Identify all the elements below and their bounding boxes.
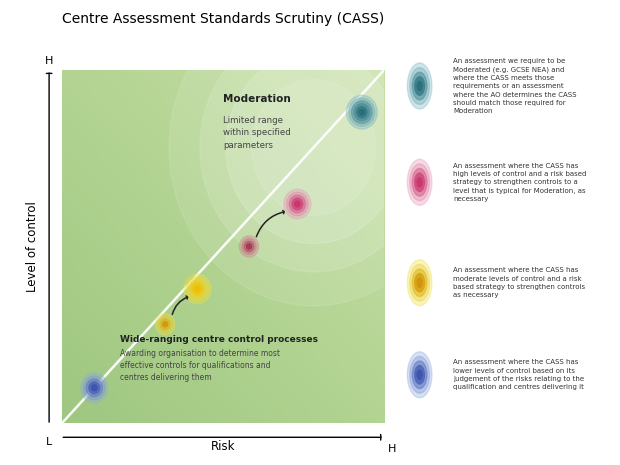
Text: Level of control: Level of control: [27, 201, 40, 292]
Text: An assessment where the CASS has
lower levels of control based on its
judgement : An assessment where the CASS has lower l…: [453, 359, 584, 390]
Text: An assessment we require to be
Moderated (e.g. GCSE NEA) and
where the CASS meet: An assessment we require to be Moderated…: [453, 58, 577, 114]
Circle shape: [412, 269, 427, 297]
Circle shape: [347, 95, 378, 129]
Circle shape: [417, 178, 422, 187]
Circle shape: [415, 365, 425, 384]
Circle shape: [349, 98, 374, 126]
Circle shape: [184, 274, 211, 304]
Text: Centre Assessment Standards Scrutiny (CASS): Centre Assessment Standards Scrutiny (CA…: [62, 12, 384, 26]
Circle shape: [86, 379, 102, 397]
Circle shape: [407, 63, 432, 109]
Circle shape: [417, 370, 422, 379]
Circle shape: [189, 280, 206, 298]
Circle shape: [162, 322, 167, 327]
Circle shape: [200, 23, 427, 272]
Circle shape: [156, 313, 175, 335]
Circle shape: [242, 239, 256, 254]
Circle shape: [169, 0, 458, 306]
Circle shape: [226, 51, 401, 244]
Circle shape: [412, 72, 427, 100]
Circle shape: [294, 201, 300, 207]
Circle shape: [289, 195, 306, 213]
Circle shape: [192, 283, 203, 295]
Circle shape: [410, 67, 430, 105]
Circle shape: [410, 164, 430, 201]
Text: Awarding organisation to determine most
effective controls for qualifications an: Awarding organisation to determine most …: [120, 349, 280, 382]
Circle shape: [352, 101, 372, 124]
Text: Limited range
within specified
parameters: Limited range within specified parameter…: [223, 116, 291, 150]
Circle shape: [415, 173, 425, 192]
Circle shape: [407, 259, 432, 306]
Circle shape: [417, 81, 422, 91]
Circle shape: [415, 273, 425, 292]
Circle shape: [359, 109, 365, 115]
Circle shape: [187, 277, 208, 301]
Circle shape: [410, 356, 430, 393]
Circle shape: [417, 278, 422, 287]
X-axis label: Risk: Risk: [211, 440, 236, 453]
Circle shape: [158, 316, 172, 332]
Text: H: H: [388, 445, 396, 454]
Circle shape: [195, 286, 200, 292]
Circle shape: [354, 104, 370, 120]
Circle shape: [356, 106, 367, 118]
Circle shape: [84, 376, 105, 400]
Text: Moderation: Moderation: [223, 94, 291, 105]
Circle shape: [412, 361, 427, 389]
Circle shape: [412, 168, 427, 196]
Text: H: H: [45, 56, 53, 66]
Text: An assessment where the CASS has
moderate levels of control and a risk
based str: An assessment where the CASS has moderat…: [453, 267, 585, 298]
Text: L: L: [46, 437, 52, 447]
Circle shape: [247, 244, 252, 249]
Text: An assessment where the CASS has
high levels of control and a risk based
strateg: An assessment where the CASS has high le…: [453, 163, 587, 202]
Circle shape: [239, 236, 259, 257]
Circle shape: [292, 198, 303, 210]
Circle shape: [81, 373, 108, 403]
Text: Wide-ranging centre control processes: Wide-ranging centre control processes: [120, 335, 318, 344]
Circle shape: [161, 319, 170, 330]
Circle shape: [89, 382, 100, 394]
Circle shape: [407, 159, 432, 206]
Circle shape: [244, 241, 254, 252]
Circle shape: [92, 385, 97, 391]
Circle shape: [252, 80, 375, 215]
Circle shape: [410, 264, 430, 301]
Circle shape: [415, 77, 425, 95]
Circle shape: [284, 189, 311, 219]
Circle shape: [407, 352, 432, 398]
Circle shape: [286, 192, 308, 216]
